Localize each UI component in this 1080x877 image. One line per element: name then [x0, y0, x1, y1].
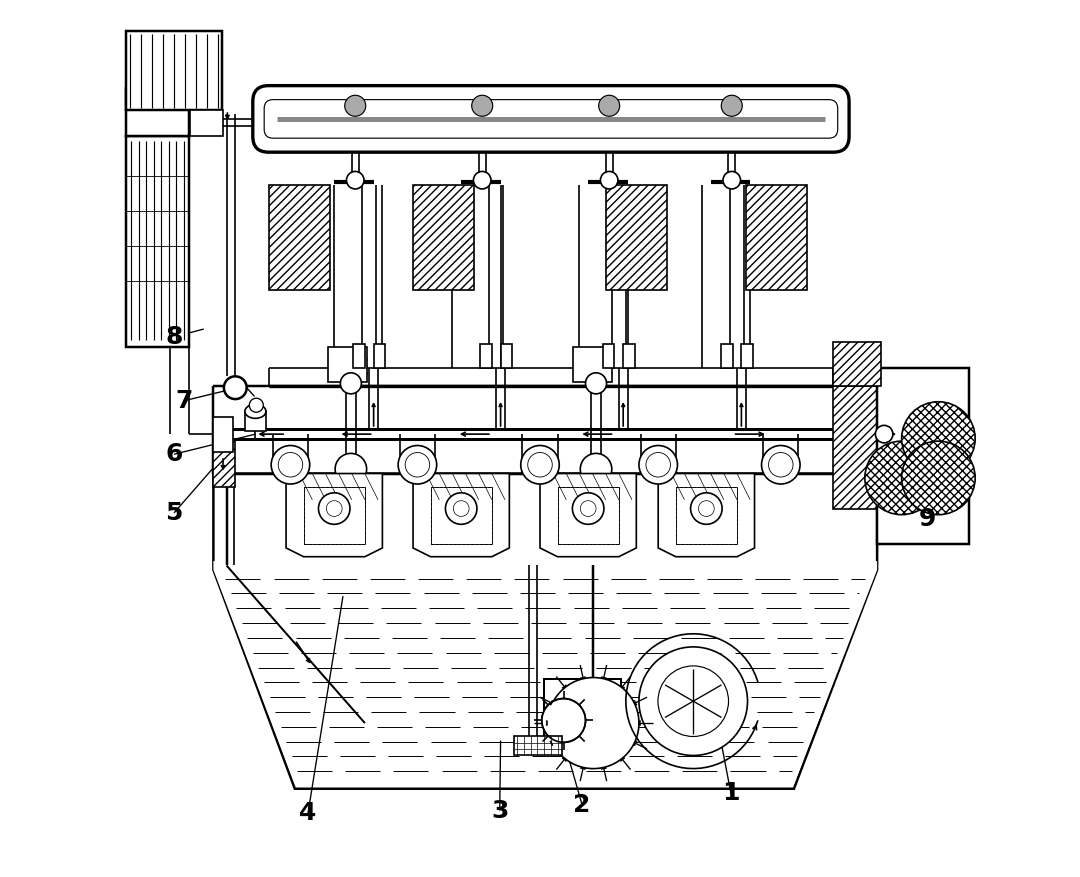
- Circle shape: [548, 678, 639, 768]
- Text: 7: 7: [175, 389, 192, 413]
- Circle shape: [399, 446, 436, 484]
- Bar: [190, 111, 224, 137]
- Circle shape: [473, 171, 491, 189]
- Circle shape: [472, 96, 492, 117]
- Circle shape: [542, 699, 585, 742]
- Bar: [501, 344, 512, 368]
- Text: 4: 4: [299, 802, 316, 825]
- Circle shape: [876, 425, 893, 443]
- Bar: [126, 89, 189, 137]
- Bar: [721, 344, 732, 368]
- Polygon shape: [286, 474, 382, 557]
- Bar: [328, 346, 366, 381]
- Polygon shape: [413, 474, 510, 557]
- Bar: [606, 184, 667, 289]
- Text: 8: 8: [165, 325, 183, 349]
- Bar: [623, 344, 635, 368]
- Circle shape: [585, 373, 607, 394]
- Circle shape: [271, 446, 310, 484]
- Bar: [431, 487, 491, 544]
- Bar: [557, 487, 619, 544]
- Circle shape: [690, 493, 723, 524]
- Polygon shape: [658, 474, 755, 557]
- Circle shape: [761, 446, 800, 484]
- Text: 9: 9: [918, 507, 935, 531]
- Bar: [245, 411, 266, 431]
- Bar: [413, 184, 474, 289]
- Bar: [431, 487, 491, 544]
- Bar: [676, 487, 737, 544]
- Bar: [603, 344, 615, 368]
- Circle shape: [572, 493, 604, 524]
- Circle shape: [902, 402, 975, 475]
- Circle shape: [723, 171, 741, 189]
- Bar: [834, 342, 881, 386]
- Bar: [481, 344, 491, 368]
- Circle shape: [445, 493, 477, 524]
- Circle shape: [639, 446, 677, 484]
- Circle shape: [580, 453, 611, 485]
- Text: 2: 2: [573, 793, 591, 816]
- Bar: [214, 438, 235, 487]
- Text: 5: 5: [165, 501, 183, 525]
- Bar: [514, 736, 562, 755]
- Circle shape: [224, 376, 246, 399]
- Circle shape: [639, 647, 747, 755]
- Bar: [126, 32, 222, 111]
- Bar: [676, 487, 737, 544]
- Circle shape: [865, 441, 939, 515]
- Circle shape: [902, 441, 975, 515]
- Bar: [269, 184, 329, 289]
- Bar: [126, 137, 189, 346]
- Circle shape: [335, 453, 366, 485]
- Polygon shape: [214, 474, 877, 788]
- Bar: [557, 487, 619, 544]
- Bar: [877, 368, 969, 544]
- Polygon shape: [214, 561, 877, 784]
- Bar: [353, 344, 365, 368]
- Bar: [834, 386, 881, 509]
- Bar: [544, 680, 621, 740]
- Text: 3: 3: [491, 799, 509, 823]
- Circle shape: [249, 398, 264, 412]
- Bar: [741, 344, 753, 368]
- Circle shape: [340, 373, 362, 394]
- Text: 6: 6: [165, 442, 183, 467]
- FancyBboxPatch shape: [253, 86, 849, 153]
- Circle shape: [345, 96, 366, 117]
- Circle shape: [721, 96, 742, 117]
- Circle shape: [347, 171, 364, 189]
- Circle shape: [598, 96, 620, 117]
- Bar: [374, 344, 384, 368]
- Circle shape: [319, 493, 350, 524]
- Bar: [303, 487, 365, 544]
- Bar: [303, 487, 365, 544]
- Bar: [746, 184, 807, 289]
- Text: 1: 1: [723, 781, 740, 805]
- Polygon shape: [540, 474, 636, 557]
- Circle shape: [600, 171, 618, 189]
- Bar: [214, 417, 232, 452]
- Circle shape: [521, 446, 559, 484]
- Ellipse shape: [245, 404, 266, 418]
- Bar: [573, 346, 611, 381]
